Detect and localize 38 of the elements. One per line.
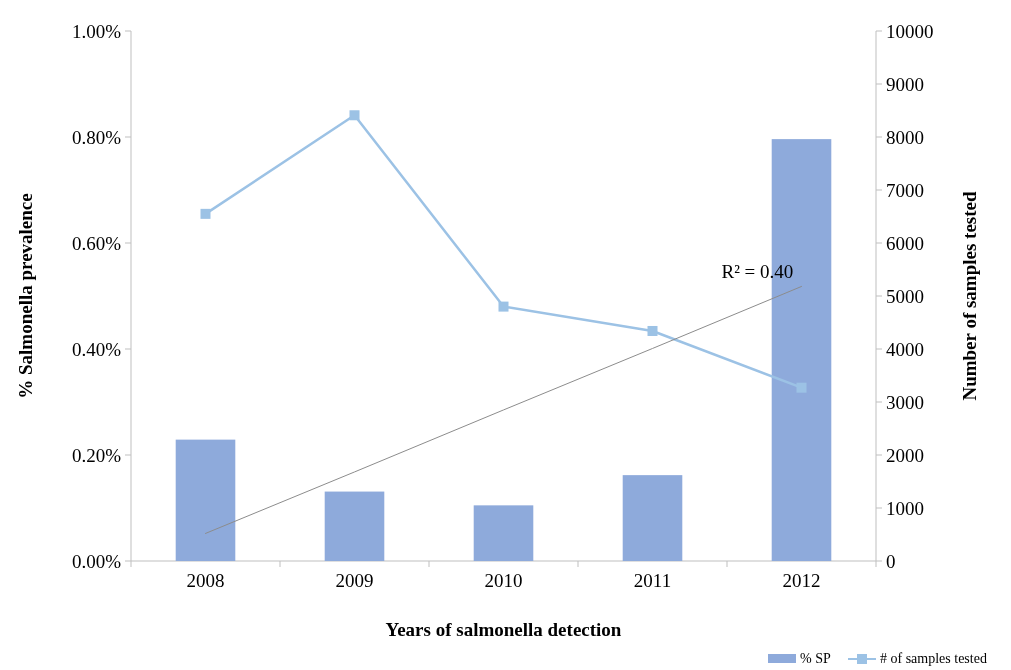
y-tick-label: 0.00% (71, 550, 122, 572)
y-tick-label: 1.00% (71, 20, 122, 42)
y-axis-title: % Salmonella prevalence (15, 193, 36, 399)
bar (175, 439, 236, 561)
y2-tick-label: 2000 (886, 444, 924, 466)
point (349, 110, 360, 121)
y2-axis-title: Number of samples tested (959, 191, 980, 401)
y2-tick-label: 1000 (886, 497, 924, 519)
y2-tick-label: 7000 (886, 179, 924, 201)
y2-tick-label: 0 (886, 550, 896, 572)
x-axis-title: Years of salmonella detection (385, 619, 622, 640)
x-tick-label: 2009 (335, 570, 374, 591)
y2-tick-label: 5000 (886, 285, 924, 307)
bar (324, 491, 385, 561)
y2-tick-label: 10000 (886, 20, 934, 42)
y2-tick-label: 8000 (886, 126, 924, 148)
y-tick-label: 0.20% (71, 444, 122, 466)
y2-tick-label: 3000 (886, 391, 924, 413)
legend-label: # of samples tested (880, 651, 987, 666)
y-tick-label: 0.40% (71, 338, 122, 360)
annotation: R² = 0.40 (721, 261, 794, 283)
y-tick-label: 0.60% (71, 232, 122, 254)
point (200, 208, 211, 219)
x-tick-label: 2010 (484, 570, 523, 591)
bar (622, 475, 683, 561)
bar (473, 505, 534, 561)
x-tick-label: 2012 (782, 570, 821, 591)
y2-tick-label: 9000 (886, 73, 924, 95)
point (647, 325, 658, 336)
point (796, 382, 807, 393)
line-series (205, 285, 802, 534)
x-tick-label: 2011 (633, 570, 672, 591)
legend-label: % SP (800, 651, 831, 666)
y2-tick-label: 6000 (886, 232, 924, 254)
y-tick-label: 0.80% (71, 126, 122, 148)
point (498, 301, 509, 312)
x-tick-label: 2008 (186, 570, 225, 591)
y2-tick-label: 4000 (886, 338, 924, 360)
